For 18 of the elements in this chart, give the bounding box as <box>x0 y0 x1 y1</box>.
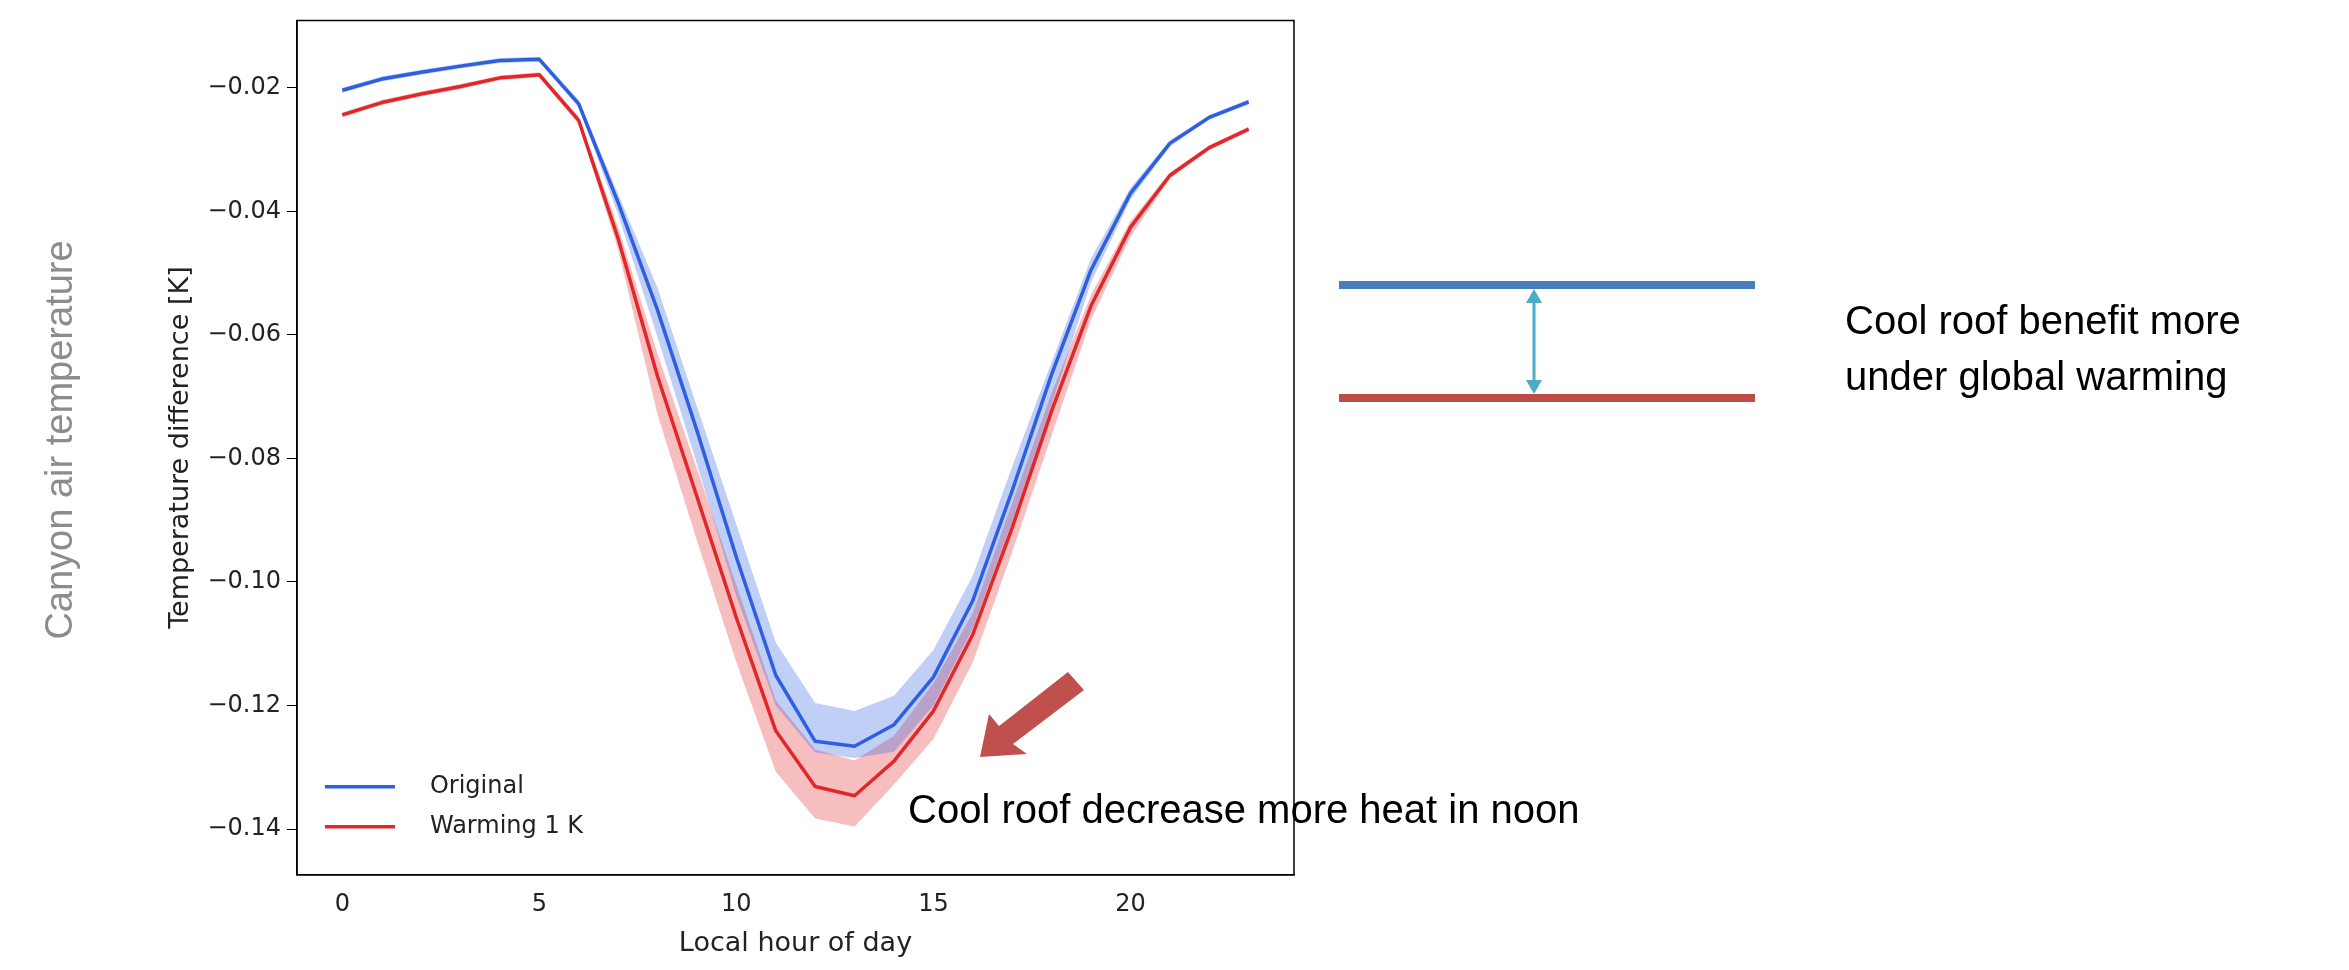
text: Canyon air temperature <box>38 240 81 640</box>
legend-label: Original <box>429 771 524 800</box>
text: Cool roof benefit more under global warming <box>1845 297 2242 400</box>
x-tick-label: 10 <box>721 889 752 918</box>
y-axis-title: Temperature difference [K] <box>163 266 195 630</box>
y-tick-label: −0.12 <box>207 689 281 718</box>
y-tick-label: −0.06 <box>207 319 281 348</box>
x-tick-label: 20 <box>1115 889 1146 918</box>
y-tick-label: −0.10 <box>207 566 281 595</box>
y-tick-label: −0.14 <box>207 813 281 842</box>
y-tick-label: −0.04 <box>207 195 281 224</box>
x-tick-label: 0 <box>334 889 350 918</box>
legend-label: Warming 1 K <box>429 811 585 840</box>
y-tick-label: −0.08 <box>207 442 281 471</box>
x-tick-label: 15 <box>918 889 949 918</box>
x-tick-label: 5 <box>531 889 547 918</box>
x-axis-title: Local hour of day <box>678 925 913 957</box>
y-tick-label: −0.02 <box>207 71 281 100</box>
